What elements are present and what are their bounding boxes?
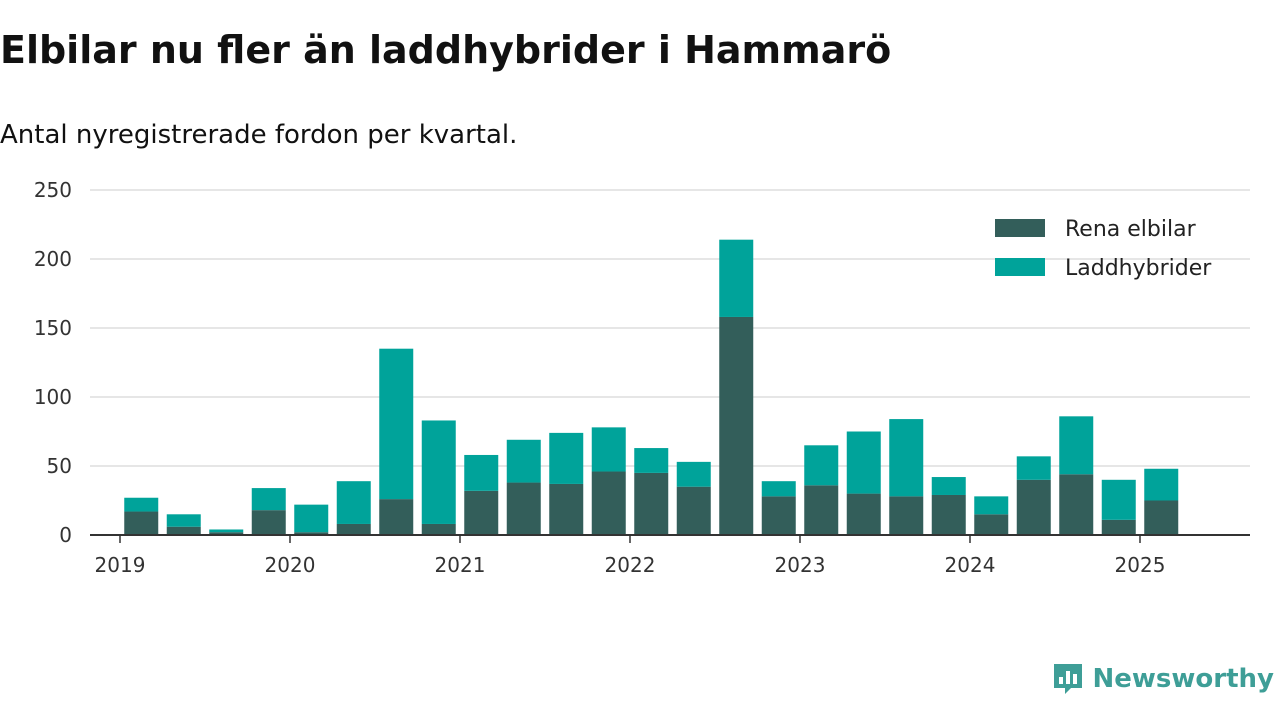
y-tick-label-100: 100 xyxy=(34,385,72,409)
legend-swatch-laddhybrider xyxy=(995,258,1045,276)
bar-rena-elbilar-2025-q1 xyxy=(1144,500,1179,535)
y-tick-label-50: 50 xyxy=(47,454,72,478)
bar-rena-elbilar-2023-q4 xyxy=(931,494,966,535)
bar-laddhybrider-2023-q3 xyxy=(889,419,924,497)
bar-laddhybrider-2024-q2 xyxy=(1016,456,1051,480)
bar-laddhybrider-2022-q3 xyxy=(719,239,754,317)
bar-rena-elbilar-2022-q1 xyxy=(634,472,669,535)
bar-laddhybrider-2023-q1 xyxy=(804,445,839,486)
x-tick-label-2023: 2023 xyxy=(775,553,826,577)
bars xyxy=(124,239,1179,535)
chart-bubble-icon xyxy=(1053,664,1082,694)
bar-rena-elbilar-2019-q2 xyxy=(166,526,201,535)
x-tick-label-2022: 2022 xyxy=(605,553,656,577)
bar-rena-elbilar-2022-q4 xyxy=(761,496,796,535)
bar-rena-elbilar-2024-q3 xyxy=(1059,474,1094,535)
legend-label-laddhybrider: Laddhybrider xyxy=(1065,256,1212,281)
legend: Rena elbilar Laddhybrider xyxy=(995,217,1212,281)
stacked-bar-chart: 0 50 100 150 200 250 2019 2020 2021 2022 2023 2024… xyxy=(34,178,1250,577)
brand-name: Newsworthy xyxy=(1092,664,1274,694)
legend-swatch-rena-elbilar xyxy=(995,219,1045,237)
x-axis: 2019 2020 2021 2022 2023 2024 2025 xyxy=(90,534,1250,577)
chart-subtitle: Antal nyregistrerade fordon per kvartal. xyxy=(0,120,518,150)
y-tick-label-0: 0 xyxy=(59,523,72,547)
bar-laddhybrider-2023-q4 xyxy=(931,477,966,495)
bar-rena-elbilar-2023-q2 xyxy=(846,493,881,535)
bar-rena-elbilar-2022-q2 xyxy=(676,486,711,535)
bar-rena-elbilar-2021-q4 xyxy=(591,471,626,535)
bar-rena-elbilar-2023-q1 xyxy=(804,485,839,535)
y-axis-tick-labels: 0 50 100 150 200 250 xyxy=(34,178,72,547)
bar-laddhybrider-2019-q1 xyxy=(124,497,159,512)
bar-laddhybrider-2020-q3 xyxy=(379,348,414,500)
bar-rena-elbilar-2020-q4 xyxy=(421,523,456,535)
bar-laddhybrider-2022-q1 xyxy=(634,448,669,473)
bar-rena-elbilar-2020-q2 xyxy=(336,523,371,535)
bar-laddhybrider-2022-q4 xyxy=(761,481,796,497)
bar-rena-elbilar-2020-q3 xyxy=(379,499,414,535)
legend-label-rena-elbilar: Rena elbilar xyxy=(1065,217,1197,242)
chart-title: Elbilar nu fler än laddhybrider i Hammar… xyxy=(0,28,892,72)
y-tick-label-250: 250 xyxy=(34,178,72,202)
bar-laddhybrider-2024-q1 xyxy=(974,496,1009,515)
bar-rena-elbilar-2019-q1 xyxy=(124,511,159,535)
x-tick-label-2020: 2020 xyxy=(265,553,316,577)
bar-laddhybrider-2024-q3 xyxy=(1059,416,1094,475)
bar-rena-elbilar-2019-q3 xyxy=(209,532,244,535)
bar-rena-elbilar-2023-q3 xyxy=(889,496,924,535)
x-tick-label-2025: 2025 xyxy=(1115,553,1166,577)
bar-laddhybrider-2020-q1 xyxy=(294,504,329,533)
bar-rena-elbilar-2024-q4 xyxy=(1101,519,1136,535)
bar-rena-elbilar-2020-q1 xyxy=(294,532,329,535)
bar-rena-elbilar-2022-q3 xyxy=(719,316,754,535)
bar-laddhybrider-2021-q2 xyxy=(506,439,541,483)
bar-rena-elbilar-2021-q2 xyxy=(506,482,541,535)
bar-laddhybrider-2023-q2 xyxy=(846,431,881,494)
bar-rena-elbilar-2021-q3 xyxy=(549,483,584,535)
bar-laddhybrider-2021-q4 xyxy=(591,427,626,472)
bar-laddhybrider-2024-q4 xyxy=(1101,479,1136,520)
y-tick-label-150: 150 xyxy=(34,316,72,340)
x-tick-label-2021: 2021 xyxy=(435,553,486,577)
bar-rena-elbilar-2024-q2 xyxy=(1016,479,1051,535)
bar-rena-elbilar-2024-q1 xyxy=(974,514,1009,535)
bar-laddhybrider-2025-q1 xyxy=(1144,468,1179,501)
x-tick-label-2019: 2019 xyxy=(95,553,146,577)
newsworthy-logo: Newsworthy xyxy=(1051,662,1274,696)
bar-laddhybrider-2019-q3 xyxy=(209,529,244,533)
bar-laddhybrider-2019-q2 xyxy=(166,514,201,527)
y-tick-label-200: 200 xyxy=(34,247,72,271)
gridlines xyxy=(90,189,1250,467)
x-tick-label-2024: 2024 xyxy=(945,553,996,577)
bar-rena-elbilar-2021-q1 xyxy=(464,490,499,535)
bar-laddhybrider-2022-q2 xyxy=(676,461,711,487)
bar-laddhybrider-2021-q3 xyxy=(549,432,584,484)
bar-rena-elbilar-2019-q4 xyxy=(251,510,286,535)
bar-laddhybrider-2020-q4 xyxy=(421,420,456,524)
bar-laddhybrider-2021-q1 xyxy=(464,454,499,491)
bar-laddhybrider-2019-q4 xyxy=(251,488,286,511)
bar-laddhybrider-2020-q2 xyxy=(336,481,371,524)
